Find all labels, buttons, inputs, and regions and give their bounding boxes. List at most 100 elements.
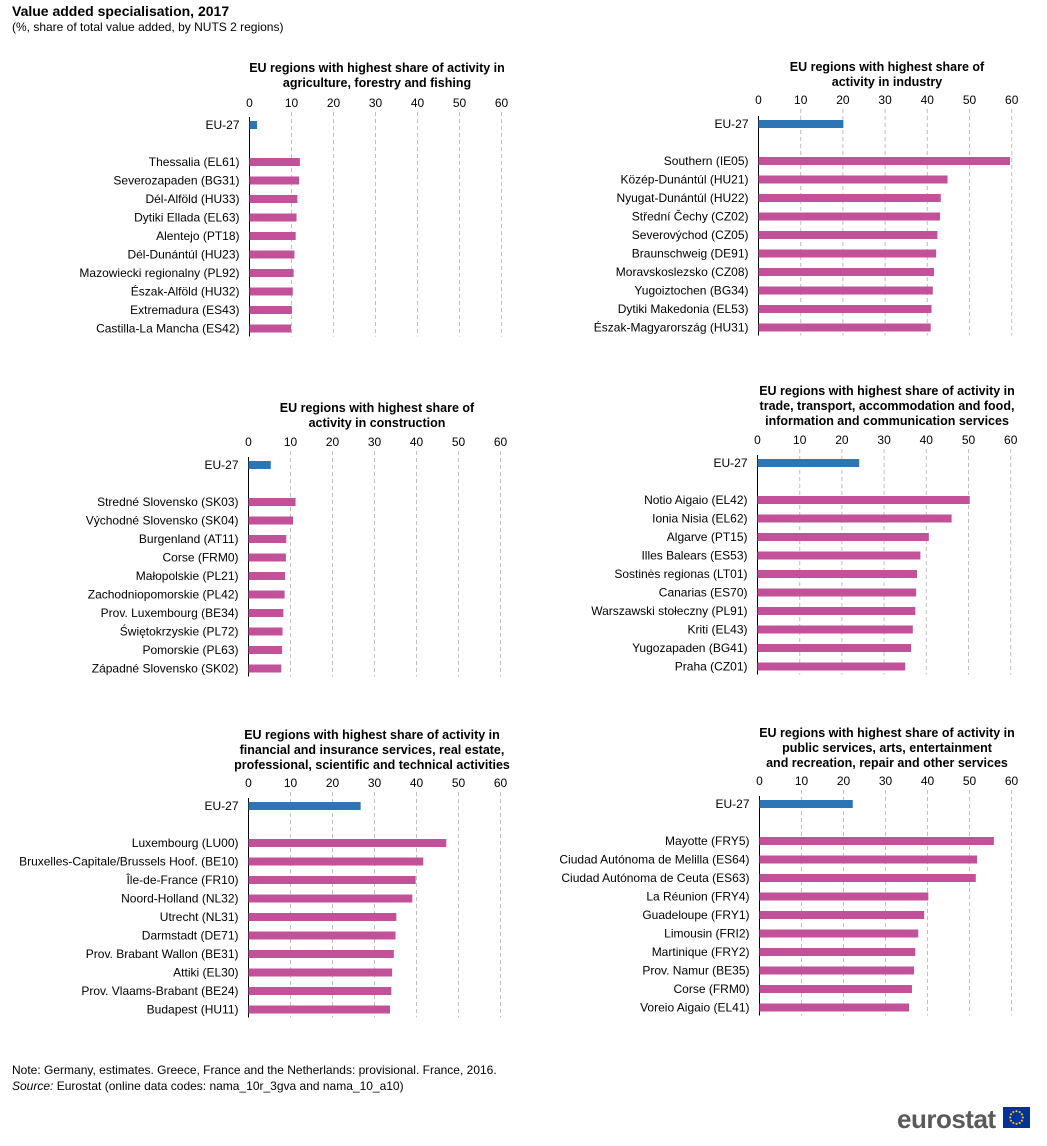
category-label: Prov. Namur (BE35) — [642, 964, 749, 978]
tick-label: 40 — [920, 433, 934, 447]
bar-region — [249, 269, 294, 277]
bar-region — [759, 855, 978, 864]
note-text: Note: Germany, estimates. Greece, France… — [12, 1063, 497, 1077]
bar-region — [248, 950, 394, 958]
category-label: Darmstadt (DE71) — [142, 929, 239, 943]
bar-region — [249, 250, 295, 259]
category-label: EU-27 — [714, 117, 748, 131]
category-label: Ciudad Autónoma de Ceuta (ES63) — [561, 871, 749, 885]
bar-region — [759, 1003, 910, 1012]
bar-region — [758, 249, 937, 258]
tick-label: 0 — [245, 776, 252, 790]
bar-region — [757, 570, 918, 578]
tick-label: 20 — [835, 433, 849, 447]
tick-label: 60 — [1004, 433, 1018, 447]
source-text: Eurostat (online data codes: nama_10r_3g… — [53, 1079, 404, 1093]
bar-eu27 — [248, 461, 271, 469]
category-label: Észak-Magyarország (HU31) — [594, 320, 749, 335]
category-label: Stredné Slovensko (SK03) — [97, 495, 238, 509]
tick-label: 0 — [754, 433, 761, 447]
category-label: Dytiki Ellada (EL63) — [134, 211, 239, 225]
tick-label: 10 — [284, 435, 298, 449]
category-label: Braunschweig (DE91) — [632, 247, 749, 261]
tick-label: 60 — [1005, 774, 1019, 788]
category-label: Dytiki Makedonia (EL53) — [618, 302, 749, 316]
tick-label: 30 — [368, 776, 382, 790]
category-label: Dél-Dunántúl (HU23) — [127, 248, 239, 262]
category-label: Ionia Nisia (EL62) — [652, 512, 747, 526]
footnotes: Note: Germany, estimates. Greece, France… — [12, 1062, 497, 1094]
chart-title-line: professional, scientific and technical a… — [234, 758, 510, 772]
category-label: Île-de-France (FR10) — [125, 872, 238, 887]
category-label: Közép-Dunántúl (HU21) — [620, 173, 748, 187]
flag-star — [1012, 1110, 1015, 1114]
chart-title-line: agriculture, forestry and fishing — [283, 76, 471, 90]
category-label: Mayotte (FRY5) — [665, 834, 749, 848]
tick-label: 40 — [410, 776, 424, 790]
bar-region — [248, 857, 424, 866]
bar-region — [758, 194, 941, 202]
tick-label: 60 — [1005, 93, 1019, 107]
bar-region — [757, 644, 912, 652]
bar-region — [248, 839, 447, 847]
category-label: Sostinės regionas (LT01) — [614, 567, 747, 581]
category-label: Małopolskie (PL21) — [136, 569, 239, 583]
flag-star — [1020, 1119, 1024, 1122]
chart-title-line: EU regions with highest share of activit… — [759, 384, 1015, 398]
tick-label: 10 — [794, 93, 808, 107]
tick-label: 50 — [453, 96, 467, 110]
bar-region — [759, 985, 912, 993]
category-label: Algarve (PT15) — [667, 530, 748, 544]
tick-label: 50 — [452, 435, 466, 449]
eu-flag-icon — [1003, 1107, 1030, 1128]
eurostat-logo-text: eurostat — [897, 1104, 996, 1134]
tick-label: 60 — [494, 435, 508, 449]
chart-title-line: EU regions with highest share of activit… — [244, 728, 500, 742]
tick-label: 50 — [452, 776, 466, 790]
category-label: Střední Čechy (CZ02) — [632, 209, 749, 224]
category-label: Dél-Alföld (HU33) — [145, 192, 239, 206]
bar-region — [249, 306, 292, 314]
tick-label: 20 — [836, 93, 850, 107]
category-label: Mazowiecki regionalny (PL92) — [79, 266, 239, 280]
flag-star — [1015, 1110, 1018, 1113]
category-label: Corse (FRM0) — [673, 982, 749, 996]
bar-eu27 — [758, 120, 844, 128]
bar-region — [759, 948, 916, 956]
tick-label: 40 — [921, 93, 935, 107]
tick-label: 0 — [756, 774, 763, 788]
chart-title-line: EU regions with highest share of — [280, 401, 475, 415]
category-label: Bruxelles-Capitale/Brussels Hoof. (BE10) — [19, 855, 238, 869]
category-label: Prov. Luxembourg (BE34) — [101, 606, 239, 620]
bar-region — [248, 572, 286, 580]
tick-label: 50 — [963, 774, 977, 788]
category-label: EU-27 — [715, 797, 749, 811]
chart-title-line: activity in construction — [309, 416, 446, 430]
category-label: Świętokrzyskie (PL72) — [120, 624, 239, 639]
bar-region — [759, 911, 925, 919]
category-label: Alentejo (PT18) — [156, 229, 239, 243]
bar-eu27 — [248, 802, 361, 810]
source-label: Source: — [12, 1079, 54, 1093]
bar-region — [248, 1005, 391, 1014]
category-label: EU-27 — [205, 118, 239, 132]
bar-region — [758, 305, 932, 313]
category-label: Voreio Aigaio (EL41) — [640, 1001, 749, 1015]
bar-region — [248, 535, 287, 543]
tick-label: 20 — [327, 96, 341, 110]
category-label: Luxembourg (LU00) — [132, 836, 239, 850]
flag-star — [1015, 1122, 1018, 1125]
tick-label: 30 — [879, 774, 893, 788]
bar-eu27 — [757, 459, 860, 467]
category-label: Észak-Alföld (HU32) — [131, 284, 240, 299]
bar-region — [248, 646, 283, 654]
category-label: Moravskoslezsko (CZ08) — [616, 265, 749, 279]
category-label: Limousin (FRI2) — [664, 927, 749, 941]
flag-star — [1018, 1110, 1021, 1114]
tick-label: 40 — [411, 96, 425, 110]
bar-region — [758, 175, 948, 184]
bar-region — [248, 590, 285, 599]
tick-label: 10 — [795, 774, 809, 788]
category-label: Martinique (FRY2) — [652, 945, 750, 959]
